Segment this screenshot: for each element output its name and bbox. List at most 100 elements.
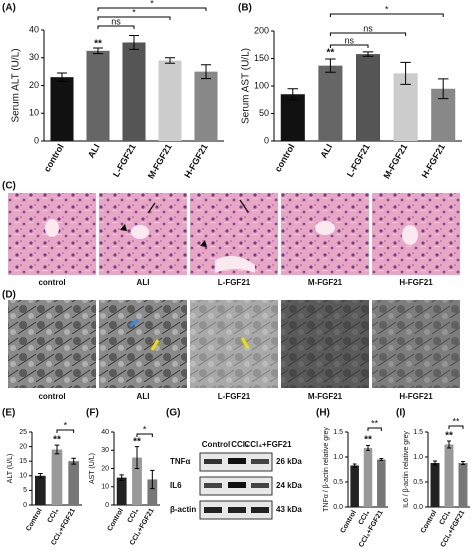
error-bar (200, 64, 212, 80)
bar (355, 54, 381, 141)
arrow (150, 339, 160, 351)
arrowhead (200, 240, 207, 247)
caption: H-FGF21 (399, 392, 433, 401)
x-tick-label: ALI (86, 142, 102, 160)
significance: ** (371, 418, 379, 428)
y-tick-label: 10 (19, 473, 27, 480)
x-tick-label: L-FGF21 (345, 142, 372, 179)
bar (377, 459, 386, 507)
error-bar (437, 78, 449, 100)
y-axis-title: TNFα / β-actin relative grey (323, 427, 330, 512)
bar (444, 444, 454, 507)
band (251, 459, 269, 464)
band (228, 507, 246, 513)
panel-label: (E) (2, 408, 15, 419)
band (228, 458, 246, 464)
bracket (56, 429, 75, 433)
y-tick-label: 100 (254, 80, 269, 90)
x-tick-label: ALI (318, 142, 334, 160)
panel-label: (G) (166, 408, 180, 419)
micrograph (8, 300, 96, 388)
error-bar (38, 472, 43, 479)
y-tick-label: 0.5 (413, 479, 423, 486)
significance: ** (53, 435, 61, 446)
significance: ** (327, 48, 335, 59)
caption: L-FGF21 (218, 392, 251, 401)
x-tick-label: CCl₄ (439, 509, 453, 526)
blot-column: CCl₄ (231, 440, 249, 449)
micrograph (99, 300, 187, 388)
y-tick-label: 20 (101, 465, 109, 472)
error-bar (366, 445, 370, 451)
significance: ** (94, 39, 102, 50)
x-tick-label: L-FGF21 (111, 142, 138, 179)
bar (68, 461, 79, 505)
error-bar (92, 47, 104, 55)
bracket (136, 433, 153, 437)
y-tick-label: 50 (259, 108, 269, 118)
significance: * (143, 424, 147, 434)
error-bar (461, 461, 465, 465)
y-tick-label: 0 (34, 135, 39, 145)
bar (147, 479, 158, 505)
y-axis-title: Serum AST (U/L) (241, 48, 252, 124)
em-images (8, 300, 460, 388)
y-tick-label: 40 (101, 429, 109, 436)
significance: ** (452, 416, 460, 426)
bracket (329, 13, 444, 17)
y-tick-label: 1.0 (333, 454, 343, 461)
micrograph-texture (281, 300, 369, 388)
y-tick-label: 0.0 (413, 504, 423, 511)
significance: ns (363, 23, 373, 33)
error-bar (56, 72, 68, 82)
bar (363, 448, 373, 507)
y-axis-title: AST (U/L) (89, 453, 96, 484)
significance: ** (445, 431, 453, 442)
y-tick-label: 10 (101, 484, 109, 491)
band (251, 483, 269, 488)
panel-label: (H) (316, 408, 330, 419)
histology-images (8, 193, 460, 275)
significance: ns (344, 35, 354, 45)
bar (51, 449, 63, 505)
bar (194, 71, 218, 141)
y-tick-label: 1.5 (333, 429, 343, 436)
caption: ALI (137, 392, 150, 401)
y-tick-label: 1.0 (413, 454, 423, 461)
caption: H-FGF21 (399, 278, 433, 287)
arrowhead (120, 224, 127, 231)
panel-label: (B) (238, 3, 252, 14)
bracket (367, 427, 382, 431)
blot-size: 43 kDa (276, 505, 302, 514)
y-tick-label: 0.5 (333, 479, 343, 486)
blot-row: IL6 (170, 481, 182, 490)
x-tick-label: CCl₄ (127, 507, 141, 524)
arrow (239, 199, 249, 213)
bar (132, 457, 142, 505)
bracket (329, 32, 407, 36)
bracket (329, 44, 369, 48)
caption: L-FGF21 (218, 278, 251, 287)
caption: control (38, 278, 65, 287)
vessel (45, 219, 59, 237)
y-axis-title: ALT (U/L) (7, 454, 14, 484)
vessel (215, 256, 255, 273)
significance: * (150, 0, 154, 8)
bar (35, 475, 46, 505)
x-tick-label: control (273, 142, 297, 173)
bar (350, 465, 359, 507)
y-tick-label: 0 (23, 502, 27, 509)
bar (158, 60, 182, 141)
y-tick-label: 0 (105, 502, 109, 509)
blot-row: TNFα (170, 457, 191, 466)
caption: M-FGF21 (308, 392, 343, 401)
x-tick-label: H-FGF21 (182, 142, 209, 179)
error-bar (150, 469, 155, 490)
error-bar (362, 51, 374, 57)
y-tick-label: 20 (29, 80, 39, 90)
band (228, 482, 246, 488)
error-bar (54, 444, 60, 455)
bar (122, 42, 146, 141)
blot-row: β-actin (170, 505, 196, 514)
